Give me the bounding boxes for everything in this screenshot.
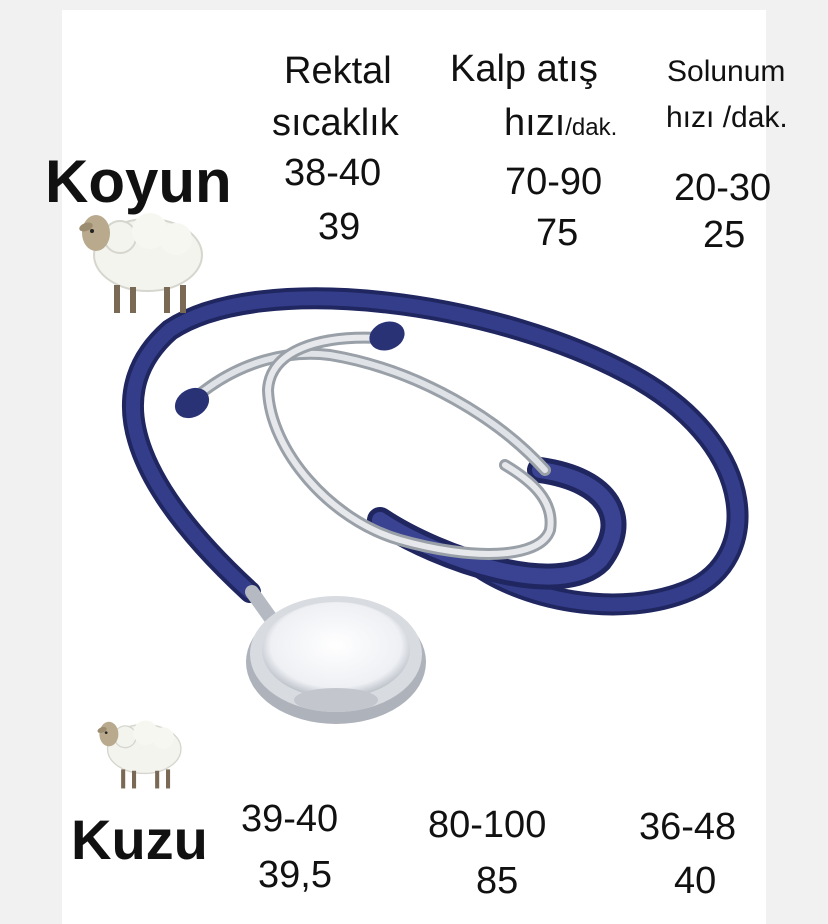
kuzu-heart-range: 80-100 [428,804,547,846]
koyun-heart-avg: 75 [536,212,579,254]
koyun-rectal-avg: 39 [318,206,361,248]
header-heart-unit: /dak. [565,114,618,141]
kuzu-heart-avg: 85 [476,860,519,902]
kuzu-resp-range: 36-48 [639,806,737,848]
koyun-rectal-range: 38-40 [284,152,382,194]
header-rectal-line2: sıcaklık [272,102,399,144]
header-resp-line1: Solunum [667,55,786,88]
header-heart-line1: Kalp atış [450,48,598,90]
header-resp-line2: hızı /dak. [666,101,788,134]
kuzu-rectal-avg: 39,5 [258,854,332,896]
header-heart-line2: hızı/dak. [504,104,617,142]
animal-label-kuzu: Kuzu [71,808,208,871]
koyun-resp-range: 20-30 [674,167,772,209]
header-rectal-line1: Rektal [284,50,392,92]
koyun-heart-range: 70-90 [505,161,603,203]
header-heart-word: hızı [504,102,566,144]
kuzu-rectal-range: 39-40 [241,798,339,840]
kuzu-resp-avg: 40 [674,860,717,902]
animal-label-koyun: Koyun [45,148,232,215]
koyun-resp-avg: 25 [703,214,746,256]
